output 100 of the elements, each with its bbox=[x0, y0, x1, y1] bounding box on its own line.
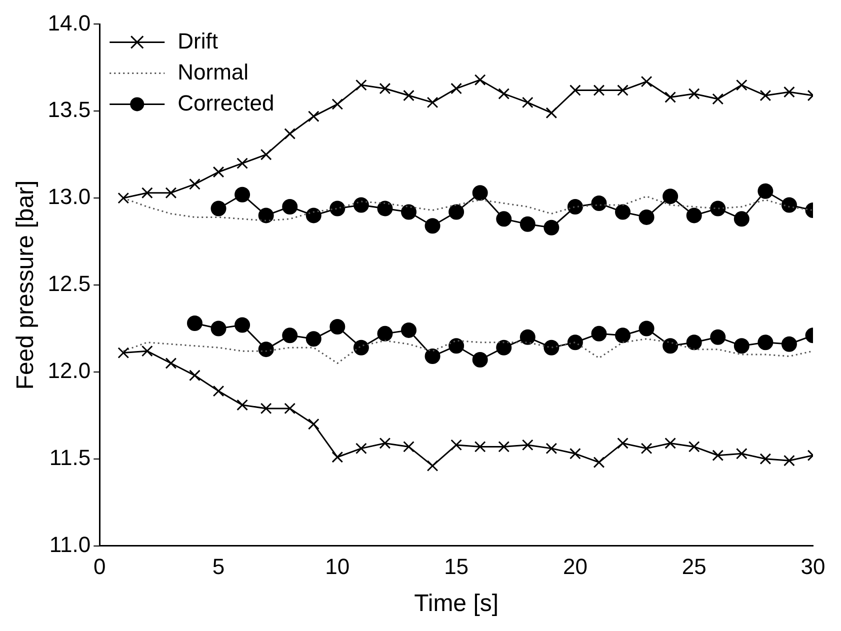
point bbox=[353, 197, 369, 213]
point bbox=[189, 370, 200, 382]
point bbox=[640, 442, 652, 454]
point bbox=[593, 456, 605, 468]
y-axis-title: Feed pressure [bar] bbox=[12, 180, 40, 390]
point bbox=[760, 90, 772, 102]
point bbox=[212, 166, 224, 178]
y-tick-label: 11.0 bbox=[49, 532, 91, 557]
point bbox=[638, 320, 654, 336]
point bbox=[496, 211, 512, 227]
point bbox=[617, 438, 628, 449]
point bbox=[686, 208, 702, 224]
point bbox=[450, 82, 462, 94]
point bbox=[258, 208, 274, 224]
point bbox=[472, 352, 488, 368]
point bbox=[474, 440, 486, 452]
point bbox=[688, 440, 700, 452]
point bbox=[617, 84, 628, 96]
point bbox=[330, 318, 346, 334]
point bbox=[520, 216, 536, 232]
point bbox=[710, 200, 726, 216]
point bbox=[544, 220, 560, 236]
y-tick-label: 14.0 bbox=[48, 10, 91, 36]
point bbox=[664, 92, 676, 103]
point bbox=[282, 199, 298, 215]
point bbox=[260, 148, 272, 160]
point bbox=[282, 328, 298, 344]
point bbox=[710, 329, 726, 345]
x-tick-label: 30 bbox=[800, 554, 826, 580]
point bbox=[472, 185, 488, 201]
point bbox=[401, 204, 416, 220]
point bbox=[615, 204, 631, 220]
point bbox=[308, 418, 320, 430]
point bbox=[520, 329, 536, 345]
point bbox=[498, 88, 510, 100]
point bbox=[712, 450, 724, 462]
point bbox=[332, 451, 344, 463]
point bbox=[141, 345, 153, 357]
point bbox=[141, 187, 153, 199]
point bbox=[426, 96, 438, 108]
y-tick-label: 13.5 bbox=[48, 97, 91, 122]
point bbox=[688, 88, 700, 100]
y-tick-label: 13.0 bbox=[48, 184, 91, 210]
point bbox=[544, 340, 560, 356]
legend-label: Normal bbox=[178, 59, 249, 84]
point bbox=[306, 208, 322, 224]
point bbox=[760, 453, 772, 465]
point bbox=[236, 399, 248, 411]
y-tick-label: 12.5 bbox=[48, 271, 91, 296]
point bbox=[118, 347, 130, 359]
point bbox=[308, 110, 320, 122]
x-tick-label: 5 bbox=[212, 554, 225, 580]
x-tick-label: 15 bbox=[444, 554, 469, 580]
point bbox=[546, 442, 558, 454]
point bbox=[522, 439, 534, 451]
point bbox=[734, 338, 750, 354]
point bbox=[662, 338, 678, 354]
point bbox=[210, 200, 226, 216]
point bbox=[426, 460, 438, 472]
point bbox=[591, 326, 607, 342]
point bbox=[522, 96, 534, 108]
point bbox=[234, 186, 250, 202]
point bbox=[567, 334, 583, 350]
x-axis-title: Time [s] bbox=[414, 590, 499, 618]
point bbox=[664, 438, 676, 449]
point bbox=[734, 211, 750, 227]
point bbox=[781, 336, 797, 352]
y-tick-label: 11.5 bbox=[49, 444, 91, 470]
point bbox=[570, 448, 581, 460]
point bbox=[546, 107, 558, 119]
point bbox=[403, 440, 414, 452]
point bbox=[474, 74, 486, 86]
point bbox=[260, 402, 272, 414]
point bbox=[570, 84, 581, 96]
point bbox=[186, 316, 202, 331]
point bbox=[662, 188, 678, 204]
point bbox=[712, 93, 724, 105]
point bbox=[210, 320, 226, 336]
point bbox=[212, 385, 224, 397]
point bbox=[450, 439, 462, 451]
point bbox=[284, 402, 296, 414]
point bbox=[736, 79, 748, 91]
point bbox=[640, 76, 652, 88]
point bbox=[638, 209, 654, 225]
point bbox=[784, 86, 795, 98]
point bbox=[258, 342, 274, 358]
x-tick-label: 20 bbox=[562, 554, 588, 580]
point bbox=[118, 192, 130, 204]
point bbox=[355, 79, 367, 91]
point bbox=[306, 331, 322, 347]
point bbox=[496, 340, 512, 356]
point bbox=[781, 197, 797, 213]
point bbox=[189, 178, 200, 190]
y-tick-label: 12.0 bbox=[48, 358, 91, 383]
x-tick-label: 10 bbox=[325, 554, 350, 580]
point bbox=[379, 438, 391, 449]
point bbox=[448, 204, 464, 220]
point bbox=[424, 348, 440, 364]
point bbox=[686, 334, 702, 350]
point bbox=[332, 98, 344, 110]
